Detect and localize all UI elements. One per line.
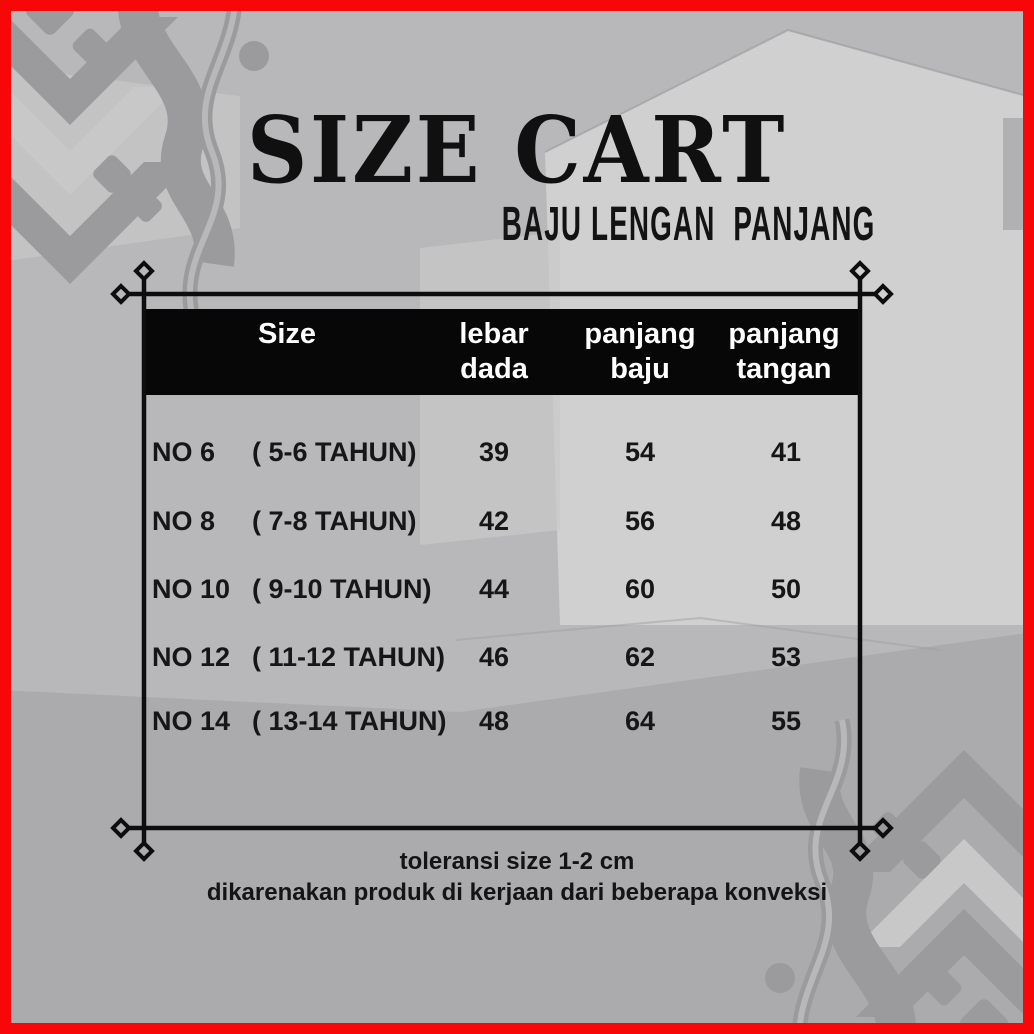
lebar-dada-value: 44	[478, 573, 510, 604]
column-header-panjang-baju: panjang baju	[550, 309, 730, 395]
column-header-lebar-dada: lebar dada	[404, 309, 584, 395]
frame-rect	[141, 291, 863, 831]
column-header-label: baju	[610, 353, 670, 385]
age-range-label: ( 7-8 TAHUN)	[252, 505, 417, 536]
column-header-label: panjang	[584, 318, 696, 350]
tolerance-note-line2: dikarenakan produk di kerjaan dari beber…	[206, 879, 828, 906]
table-body: NO 6 ( 5-6 TAHUN) 39 54 41 NO 8 ( 7-8 TA…	[146, 395, 858, 828]
column-header-label: panjang	[728, 318, 840, 350]
floor-shade	[0, 632, 1034, 1034]
age-range-label: ( 11-12 TAHUN)	[252, 641, 446, 672]
panjang-tangan-value: 55	[770, 705, 802, 736]
column-header-label: Size	[257, 318, 317, 350]
lebar-dada-value: 42	[478, 505, 510, 536]
size-label: NO 8	[152, 505, 216, 536]
size-label: NO 6	[152, 436, 216, 467]
page-title: SIZE CART	[246, 96, 788, 204]
panjang-baju-value: 62	[624, 641, 656, 672]
column-header-label: dada	[460, 353, 528, 385]
table-row: NO 12 ( 11-12 TAHUN) 46 62 53	[146, 637, 858, 677]
lebar-dada-value: 39	[478, 436, 510, 467]
table-row: NO 8 ( 7-8 TAHUN) 42 56 48	[146, 501, 858, 541]
panjang-baju-value: 60	[624, 573, 656, 604]
column-header-size: Size	[197, 309, 377, 395]
age-range-label: ( 5-6 TAHUN)	[252, 436, 417, 467]
panjang-tangan-value: 50	[770, 573, 802, 604]
column-header-label: lebar	[459, 318, 529, 350]
column-header-label: tangan	[736, 353, 832, 385]
table-row: NO 10 ( 9-10 TAHUN) 44 60 50	[146, 569, 858, 609]
size-label: NO 14	[152, 705, 231, 736]
panjang-baju-value: 56	[624, 505, 656, 536]
table-row: NO 6 ( 5-6 TAHUN) 39 54 41	[146, 432, 858, 472]
page-subtitle: BAJU LENGAN PANJANG	[501, 198, 875, 251]
size-label: NO 12	[152, 641, 231, 672]
panjang-baju-value: 54	[624, 436, 656, 467]
size-label: NO 10	[152, 573, 231, 604]
panjang-tangan-value: 41	[770, 436, 802, 467]
panjang-tangan-value: 48	[770, 505, 802, 536]
tolerance-note-line1: toleransi size 1-2 cm	[399, 848, 635, 875]
age-range-label: ( 9-10 TAHUN)	[252, 573, 432, 604]
panjang-baju-value: 64	[624, 705, 656, 736]
column-header-panjang-tangan: panjang tangan	[694, 309, 874, 395]
panjang-tangan-value: 53	[770, 641, 802, 672]
table-header-band: Size lebar dada panjang baju panjang tan…	[146, 309, 858, 395]
lebar-dada-value: 46	[478, 641, 510, 672]
age-range-label: ( 13-14 TAHUN)	[252, 705, 447, 736]
tolerance-note: toleransi size 1-2 cm dikarenakan produk…	[0, 846, 1034, 908]
corner-diamond-icon	[110, 260, 894, 862]
table-row: NO 14 ( 13-14 TAHUN) 48 64 55	[146, 701, 858, 741]
lebar-dada-value: 48	[478, 705, 510, 736]
